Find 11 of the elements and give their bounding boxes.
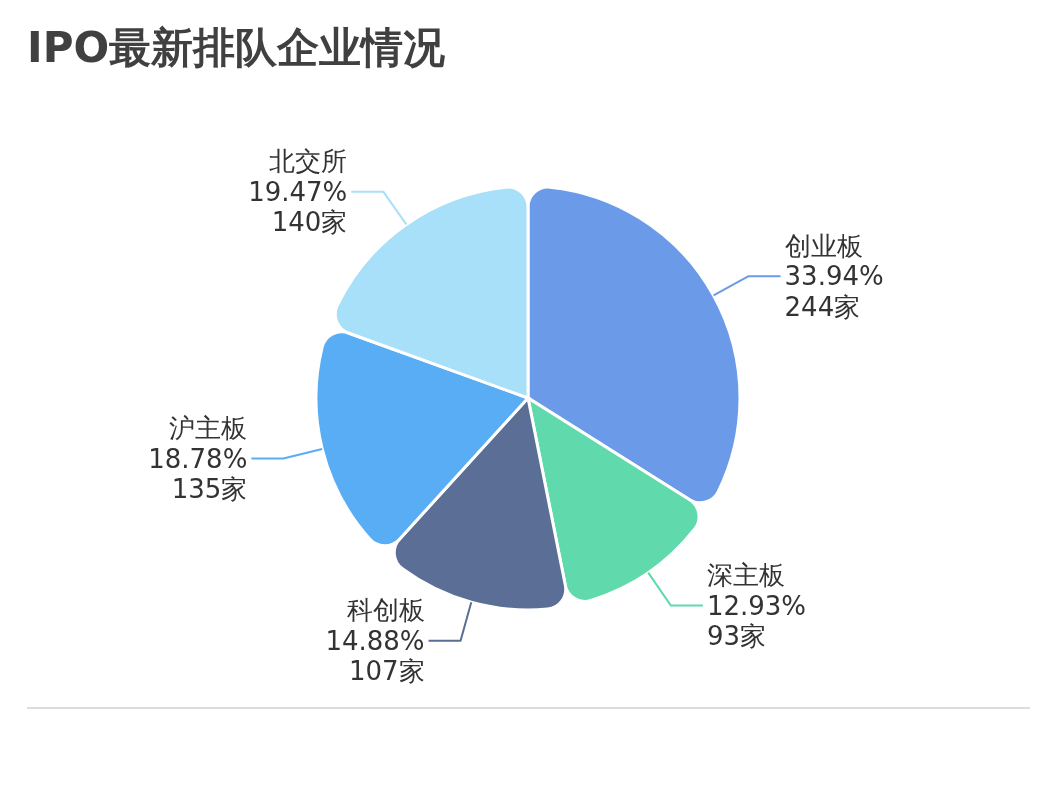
data-label: 14.88% 107家 (325, 625, 425, 687)
slice-label: 科创板 (346, 595, 425, 626)
data-label: 18.78% 135家 (148, 443, 248, 505)
slice-label: 北交所 (269, 146, 348, 177)
data-label: 33.94% 244家 (784, 261, 884, 322)
slice-label: 创业板 (784, 230, 863, 261)
slice-label: 深主板 (706, 560, 785, 591)
data-label: 12.93% 93家 (706, 590, 807, 652)
data-label: 19.47% 140家 (248, 176, 348, 238)
chart-title: IPO最新排队企业情况 (27, 22, 446, 74)
slice-label: 沪主板 (169, 413, 248, 444)
